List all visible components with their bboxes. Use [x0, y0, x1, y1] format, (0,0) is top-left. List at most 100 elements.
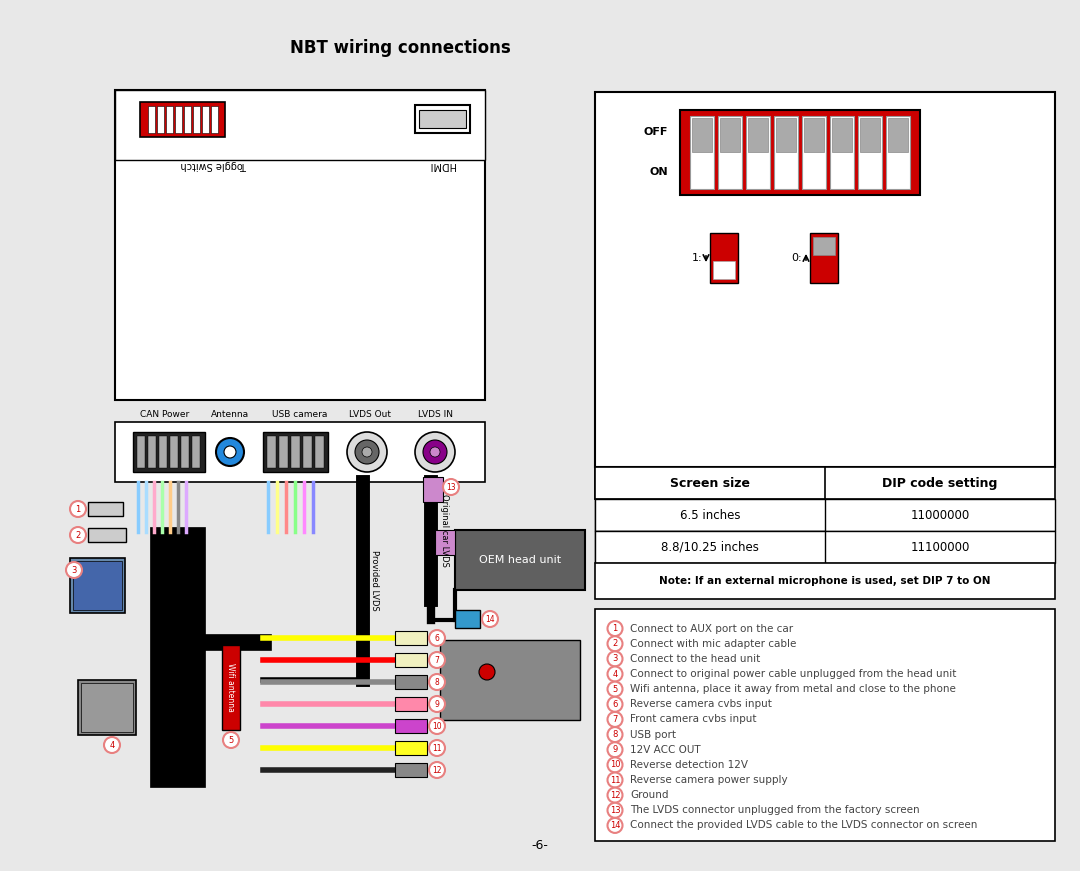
Bar	[710, 233, 738, 283]
Bar	[713, 261, 735, 279]
Bar	[150, 527, 205, 787]
Circle shape	[66, 562, 82, 578]
Bar	[419, 110, 465, 128]
Bar	[888, 118, 908, 152]
Circle shape	[429, 762, 445, 778]
Text: 3: 3	[755, 200, 761, 210]
Text: 3: 3	[612, 654, 618, 664]
Text: 11000000: 11000000	[910, 509, 970, 522]
Text: 5: 5	[228, 735, 233, 745]
Bar	[267, 436, 276, 468]
Text: OFF: OFF	[644, 127, 669, 137]
Bar	[170, 436, 178, 468]
Text: 1: 1	[612, 624, 618, 633]
Text: Connect the provided LVDS cable to the LVDS connector on screen: Connect the provided LVDS cable to the L…	[630, 820, 977, 830]
Circle shape	[70, 501, 86, 517]
Bar	[114, 90, 485, 160]
Text: Provided LVDS: Provided LVDS	[370, 550, 379, 611]
Circle shape	[607, 787, 622, 803]
Bar	[455, 530, 585, 590]
Text: Toggle Switch: Toggle Switch	[180, 160, 246, 170]
Text: 14: 14	[610, 821, 620, 830]
Bar	[595, 92, 1055, 467]
Text: 13: 13	[446, 483, 456, 491]
Text: 5: 5	[811, 200, 818, 210]
Text: 7: 7	[434, 656, 440, 665]
Text: Connect with mic adapter cable: Connect with mic adapter cable	[630, 638, 796, 649]
Text: LVDS IN: LVDS IN	[418, 409, 453, 418]
Bar	[202, 106, 208, 133]
Text: 9: 9	[434, 699, 440, 708]
Text: 13: 13	[610, 806, 620, 814]
Text: Connect to AUX port on the car: Connect to AUX port on the car	[630, 624, 793, 633]
Bar	[78, 680, 136, 735]
Bar	[595, 499, 1055, 531]
Text: Wifi antenna, place it away from metal and close to the phone: Wifi antenna, place it away from metal a…	[630, 684, 956, 694]
Bar	[435, 530, 455, 555]
Circle shape	[222, 732, 239, 748]
Bar	[211, 106, 217, 133]
Circle shape	[607, 758, 622, 773]
Text: 14: 14	[485, 615, 495, 624]
Text: 12: 12	[432, 766, 442, 774]
Bar	[858, 116, 882, 189]
Text: 4: 4	[109, 740, 114, 750]
Text: LVDS Out: LVDS Out	[349, 409, 391, 418]
Circle shape	[430, 447, 440, 457]
Text: CAN Power: CAN Power	[140, 409, 190, 418]
Bar	[395, 697, 427, 711]
Bar	[70, 558, 125, 613]
Bar	[831, 116, 854, 189]
Text: ON↓: ON↓	[688, 210, 714, 220]
Text: 9: 9	[612, 746, 618, 754]
Bar	[315, 436, 324, 468]
Text: ON: ON	[649, 167, 669, 177]
Text: Connect to original power cable unplugged from the head unit: Connect to original power cable unplugge…	[630, 669, 957, 679]
Text: 1:: 1:	[691, 253, 702, 263]
Bar	[860, 118, 880, 152]
Text: 7: 7	[612, 715, 618, 724]
Bar	[222, 645, 240, 730]
Circle shape	[607, 652, 622, 666]
Circle shape	[607, 742, 622, 757]
Text: 0:: 0:	[792, 253, 802, 263]
Text: 2: 2	[612, 639, 618, 648]
Text: Reverse detection 12V: Reverse detection 12V	[630, 760, 748, 770]
Bar	[455, 610, 480, 628]
Circle shape	[607, 803, 622, 818]
Bar	[137, 436, 145, 468]
Text: 2: 2	[727, 200, 733, 210]
Bar	[114, 422, 485, 482]
Text: 8: 8	[434, 678, 440, 686]
Text: 6: 6	[434, 633, 440, 643]
Bar	[395, 741, 427, 755]
Circle shape	[224, 446, 237, 458]
Text: 1: 1	[699, 200, 705, 210]
Text: 5: 5	[612, 685, 618, 693]
Text: 11: 11	[610, 775, 620, 785]
Text: NBT wiring connections: NBT wiring connections	[289, 39, 511, 57]
Bar	[720, 118, 740, 152]
Bar	[140, 102, 225, 137]
Circle shape	[415, 432, 455, 472]
Circle shape	[429, 696, 445, 712]
Text: 10: 10	[432, 721, 442, 731]
Bar	[165, 106, 173, 133]
Circle shape	[423, 440, 447, 464]
Bar	[718, 116, 742, 189]
Text: 2: 2	[76, 530, 81, 539]
Bar	[264, 432, 328, 472]
Bar	[595, 499, 825, 531]
Text: Reverse camera power supply: Reverse camera power supply	[630, 775, 787, 785]
Text: Screen size: Screen size	[670, 476, 750, 490]
Text: Connect to the head unit: Connect to the head unit	[630, 654, 760, 664]
Bar	[595, 531, 825, 563]
Circle shape	[607, 697, 622, 712]
Bar	[423, 477, 443, 502]
Bar	[395, 653, 427, 667]
Bar	[192, 436, 200, 468]
Text: 6.5 inches: 6.5 inches	[679, 509, 740, 522]
Text: OEM head unit: OEM head unit	[478, 555, 562, 565]
Text: The LVDS connector unplugged from the factory screen: The LVDS connector unplugged from the fa…	[630, 806, 920, 815]
Bar	[114, 90, 485, 400]
